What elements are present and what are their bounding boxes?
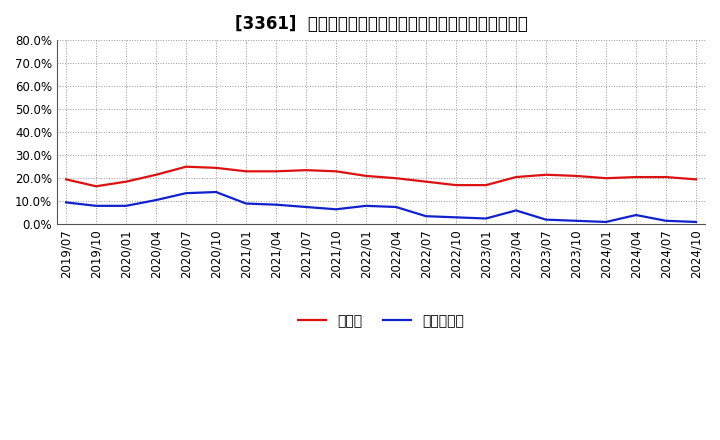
現預金 <box>392 176 400 181</box>
Title: [3361]  現預金、有利子負債の総資産に対する比率の推移: [3361] 現預金、有利子負債の総資産に対する比率の推移 <box>235 15 528 33</box>
Legend: 現預金, 有利子負債: 現預金, 有利子負債 <box>292 308 469 334</box>
現預金 <box>602 176 611 181</box>
有利子負債 <box>572 218 580 224</box>
現預金 <box>541 172 550 177</box>
現預金 <box>422 179 431 184</box>
現預金 <box>212 165 220 170</box>
現預金 <box>62 177 71 182</box>
有利子負債 <box>482 216 490 221</box>
有利子負債 <box>181 191 190 196</box>
現預金 <box>271 169 280 174</box>
現預金 <box>242 169 251 174</box>
有利子負債 <box>91 203 100 209</box>
有利子負債 <box>692 219 701 224</box>
現預金 <box>361 173 370 179</box>
有利子負債 <box>451 215 460 220</box>
現預金 <box>302 168 310 173</box>
有利子負債 <box>512 208 521 213</box>
有利子負債 <box>242 201 251 206</box>
現預金 <box>152 172 161 177</box>
現預金 <box>181 164 190 169</box>
現預金 <box>122 179 130 184</box>
有利子負債 <box>392 204 400 209</box>
現預金 <box>512 174 521 180</box>
有利子負債 <box>212 189 220 194</box>
Line: 現預金: 現預金 <box>66 167 696 186</box>
有利子負債 <box>422 213 431 219</box>
現預金 <box>692 177 701 182</box>
有利子負債 <box>631 213 640 218</box>
有利子負債 <box>662 218 670 224</box>
Line: 有利子負債: 有利子負債 <box>66 192 696 222</box>
有利子負債 <box>62 200 71 205</box>
有利子負債 <box>541 217 550 222</box>
有利子負債 <box>602 219 611 224</box>
現預金 <box>662 174 670 180</box>
有利子負債 <box>332 207 341 212</box>
現預金 <box>332 169 341 174</box>
現預金 <box>631 174 640 180</box>
有利子負債 <box>122 203 130 209</box>
現預金 <box>482 183 490 188</box>
現預金 <box>572 173 580 179</box>
現預金 <box>451 183 460 188</box>
現預金 <box>91 183 100 189</box>
有利子負債 <box>152 198 161 203</box>
有利子負債 <box>302 204 310 209</box>
有利子負債 <box>271 202 280 207</box>
有利子負債 <box>361 203 370 209</box>
